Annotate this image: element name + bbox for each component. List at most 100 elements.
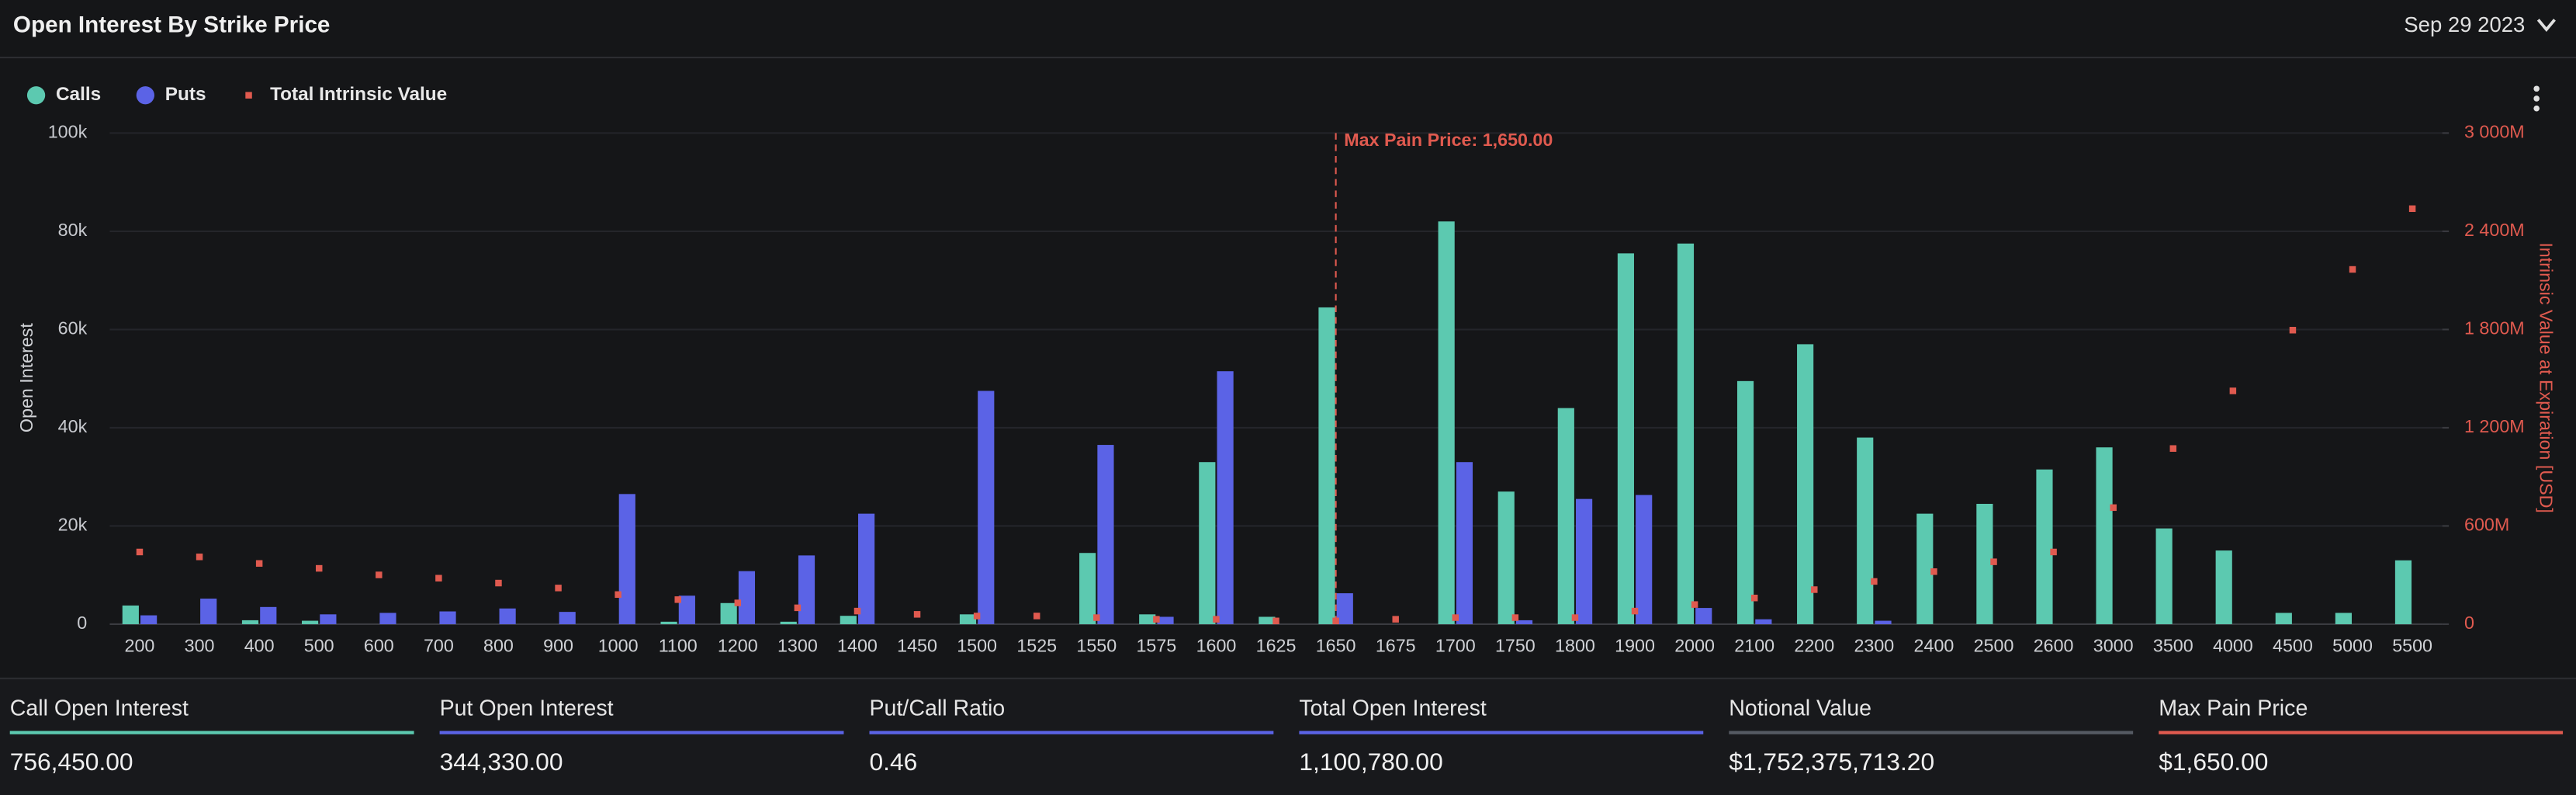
point: [1930, 568, 1937, 575]
legend-item[interactable]: Calls: [26, 84, 101, 105]
x-tick-label: 1400: [837, 636, 878, 656]
y-axis-label: Open Interest: [16, 323, 36, 432]
x-tick-label: 1550: [1076, 636, 1117, 656]
y2-axis-label: Intrinsic Value at Expiration [USD]: [2536, 242, 2557, 513]
point: [1871, 578, 1878, 585]
legend-item[interactable]: Puts: [136, 84, 206, 105]
bar: [2275, 613, 2292, 624]
x-tick-label: 4000: [2213, 636, 2253, 656]
bar: [2394, 560, 2412, 624]
legend-label: Puts: [165, 84, 206, 105]
bar: [978, 391, 995, 624]
bar: [439, 611, 456, 624]
x-tick-label: 1500: [957, 636, 997, 656]
bar: [738, 571, 756, 624]
bar: [2036, 469, 2053, 624]
x-tick-label: 1100: [659, 636, 698, 656]
bar: [840, 616, 857, 624]
bar: [1755, 619, 1772, 624]
x-tick-label: 2500: [1974, 636, 2014, 656]
bar: [618, 494, 635, 624]
footer: [0, 678, 2576, 795]
point: [376, 571, 383, 578]
x-tick-label: 3500: [2153, 636, 2193, 656]
bar: [1097, 445, 1114, 624]
legend-marker: [26, 86, 46, 105]
point: [1033, 613, 1040, 620]
bar: [1857, 437, 1874, 624]
bar: [1557, 408, 1574, 624]
point: [1093, 614, 1100, 621]
bar: [1456, 462, 1473, 624]
point: [1213, 616, 1220, 623]
bar: [1695, 608, 1712, 624]
stat-value: $1,752,375,713.20: [1729, 748, 1934, 776]
stat-label: Put Open Interest: [440, 696, 614, 721]
point: [853, 607, 861, 615]
bar: [499, 608, 516, 624]
menu-icon[interactable]: [2533, 85, 2540, 112]
x-tick-label: 5000: [2332, 636, 2373, 656]
point: [1990, 558, 1997, 565]
y-tick-label: 0: [77, 613, 87, 633]
bar: [559, 612, 576, 624]
y2-tick-label: 1 200M: [2464, 416, 2525, 436]
point: [255, 560, 263, 567]
bar: [720, 602, 737, 624]
bar: [260, 606, 277, 624]
bar: [1079, 553, 1096, 624]
point: [1392, 616, 1399, 623]
legend-marker: [245, 92, 252, 99]
menu-dot: [2533, 85, 2540, 92]
bar: [1217, 371, 1234, 624]
chevron[interactable]: [2536, 19, 2556, 33]
point: [1452, 614, 1459, 621]
bar: [1617, 253, 1634, 624]
bar: [1438, 221, 1455, 624]
bar: [200, 599, 217, 624]
bar: [1515, 620, 1533, 624]
bar: [780, 621, 797, 624]
stat-label: Call Open Interest: [10, 696, 189, 721]
bar: [798, 555, 815, 624]
point: [1691, 601, 1698, 608]
x-tick-label: 1000: [598, 636, 639, 656]
stat-value: 0.46: [870, 748, 918, 776]
point: [1811, 586, 1818, 593]
stat-value: 1,100,780.00: [1299, 748, 1442, 776]
stat-label: Max Pain Price: [2159, 696, 2308, 721]
bar: [1336, 593, 1353, 624]
legend-item[interactable]: Total Intrinsic Value: [245, 84, 447, 105]
x-tick-label: 2200: [1794, 636, 1834, 656]
point: [913, 611, 921, 618]
bar: [959, 614, 977, 624]
point: [2349, 266, 2356, 273]
x-tick-label: 5500: [2392, 636, 2432, 656]
date-selector[interactable]: Sep 29 2023: [2404, 12, 2525, 36]
y-tick-label: 60k: [58, 318, 88, 338]
bar: [122, 605, 139, 624]
point: [2110, 504, 2117, 512]
widget-title: Open Interest By Strike Price: [13, 12, 330, 38]
x-tick-label: 400: [244, 636, 275, 656]
bar: [1497, 491, 1515, 624]
x-tick-label: 1750: [1495, 636, 1536, 656]
stat-label: Put/Call Ratio: [870, 696, 1006, 721]
point: [196, 554, 203, 561]
bar: [2096, 447, 2113, 624]
x-tick-label: 2600: [2034, 636, 2074, 656]
y-tick-label: 100k: [48, 122, 88, 142]
y2-tick-label: 2 400M: [2464, 220, 2525, 240]
annotation: Max Pain Price: 1,650.00: [1344, 130, 1553, 150]
y-tick-label: 80k: [58, 220, 88, 240]
point: [794, 604, 802, 612]
x-tick-label: 1650: [1316, 636, 1356, 656]
bar: [858, 513, 875, 624]
legend-label: Total Intrinsic Value: [270, 84, 447, 105]
x-tick-label: 1300: [777, 636, 818, 656]
point: [315, 564, 323, 572]
bar: [1797, 344, 1814, 624]
